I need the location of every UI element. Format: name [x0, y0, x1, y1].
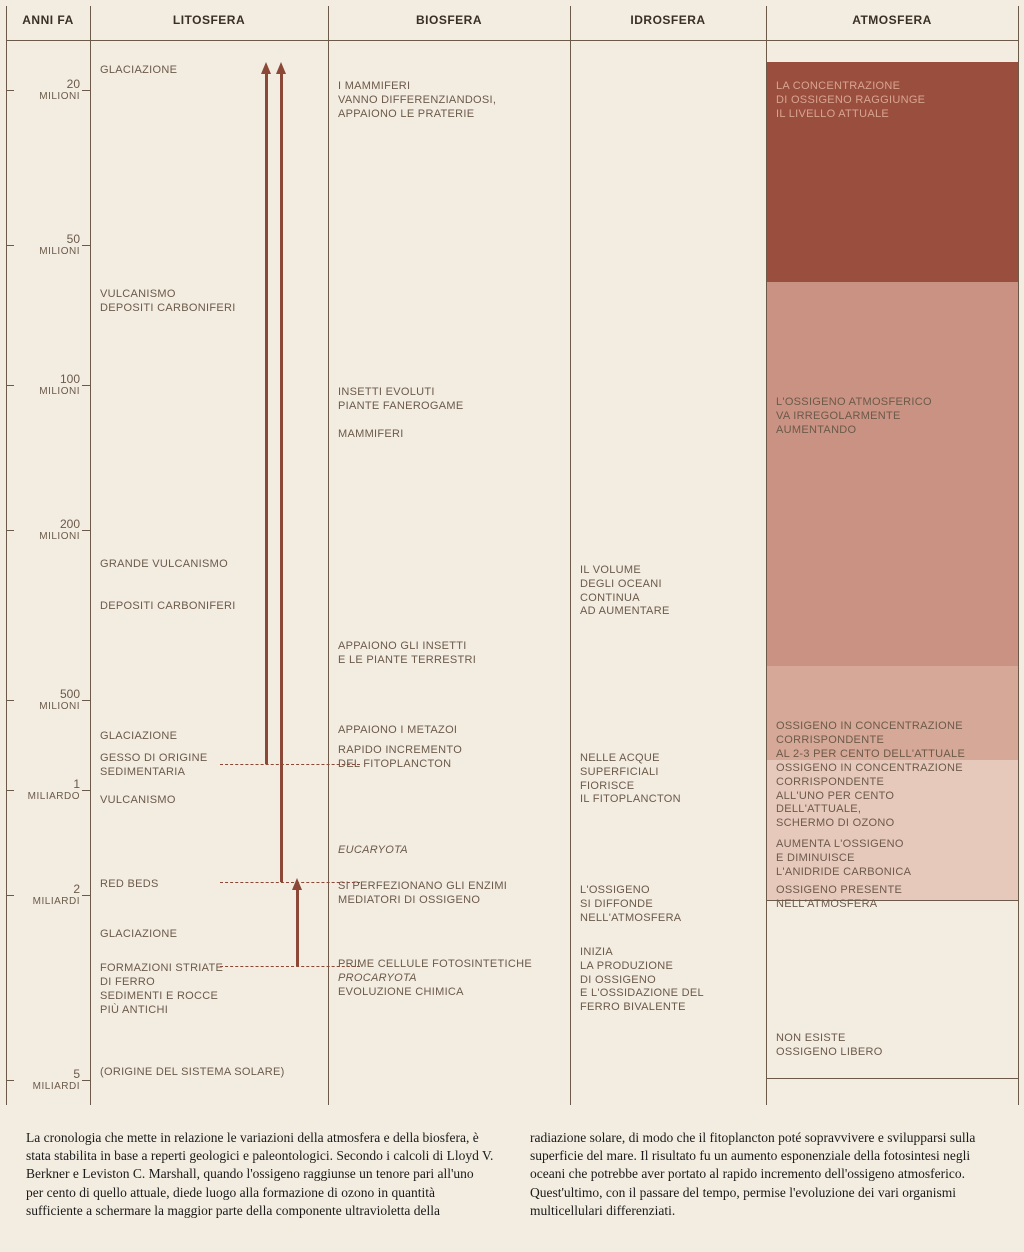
atmosfera-event: AUMENTA L'OSSIGENOE DIMINUISCEL'ANIDRIDE… [776, 838, 911, 879]
time-tick: 50MILIONI [10, 233, 80, 257]
atmosfera-event: OSSIGENO IN CONCENTRAZIONECORRISPONDENTE… [776, 762, 963, 831]
column-header: ANNI FA [6, 0, 90, 40]
biosfera-event: MAMMIFERI [338, 428, 404, 442]
time-tick: 500MILIONI [10, 688, 80, 712]
atmosfera-event: LA CONCENTRAZIONEDI OSSIGENO RAGGIUNGEIL… [776, 80, 925, 121]
litosfera-event: VULCANISMODEPOSITI CARBONIFERI [100, 288, 236, 316]
biosfera-event: I MAMMIFERIVANNO DIFFERENZIANDOSI,APPAIO… [338, 80, 496, 121]
atmosfera-event: NON ESISTEOSSIGENO LIBERO [776, 1032, 883, 1060]
litosfera-event: GESSO DI ORIGINESEDIMENTARIA [100, 752, 207, 780]
litosfera-event: RED BEDS [100, 878, 159, 892]
idrosfera-event: L'OSSIGENOSI DIFFONDENELL'ATMOSFERA [580, 884, 681, 925]
timeline-chart: ANNI FALITOSFERABIOSFERAIDROSFERAATMOSFE… [0, 0, 1024, 1115]
time-tick: 1MILIARDO [10, 778, 80, 802]
biosfera-event: APPAIONO I METAZOI [338, 724, 457, 738]
time-tick: 20MILIONI [10, 78, 80, 102]
litosfera-event: FORMAZIONI STRIATEDI FERRO [100, 962, 223, 990]
time-tick: 100MILIONI [10, 373, 80, 397]
litosfera-event: GLACIAZIONE [100, 64, 177, 78]
litosfera-event: VULCANISMO [100, 794, 176, 808]
idrosfera-event: INIZIALA PRODUZIONEDI OSSIGENOE L'OSSIDA… [580, 946, 704, 1015]
idrosfera-event: NELLE ACQUESUPERFICIALIFIORISCEIL FITOPL… [580, 752, 681, 807]
biosfera-event: RAPIDO INCREMENTODEL FITOPLANCTON [338, 744, 462, 772]
time-tick: 200MILIONI [10, 518, 80, 542]
column-header: ATMOSFERA [766, 0, 1018, 40]
biosfera-event: SI PERFEZIONANO GLI ENZIMIMEDIATORI DI O… [338, 880, 507, 908]
column-header: BIOSFERA [328, 0, 570, 40]
atmosfera-event: OSSIGENO IN CONCENTRAZIONECORRISPONDENTE… [776, 720, 965, 761]
litosfera-event: SEDIMENTI E ROCCEPIÙ ANTICHI [100, 990, 218, 1018]
litosfera-event: GRANDE VULCANISMO [100, 558, 228, 572]
biosfera-event: INSETTI EVOLUTIPIANTE FANEROGAME [338, 386, 464, 414]
biosfera-event: EVOLUZIONE CHIMICA [338, 986, 464, 1000]
atmosfera-event: L'OSSIGENO ATMOSFERICOVA IRREGOLARMENTEA… [776, 396, 932, 437]
biosfera-event: PROCARYOTA [338, 972, 417, 986]
litosfera-event: (ORIGINE DEL SISTEMA SOLARE) [100, 1066, 285, 1080]
time-tick: 2MILIARDI [10, 883, 80, 907]
column-header: IDROSFERA [570, 0, 766, 40]
time-tick: 5MILIARDI [10, 1068, 80, 1092]
litosfera-event: GLACIAZIONE [100, 730, 177, 744]
litosfera-event: DEPOSITI CARBONIFERI [100, 600, 236, 614]
biosfera-event: APPAIONO GLI INSETTIE LE PIANTE TERRESTR… [338, 640, 476, 668]
atmosphere-band [767, 282, 1018, 666]
biosfera-event: EUCARYOTA [338, 844, 408, 858]
idrosfera-event: IL VOLUMEDEGLI OCEANICONTINUAAD AUMENTAR… [580, 564, 670, 619]
column-header: LITOSFERA [90, 0, 328, 40]
caption-text: La cronologia che mette in relazione le … [0, 1115, 1024, 1244]
atmosfera-event: OSSIGENO PRESENTENELL'ATMOSFERA [776, 884, 902, 912]
litosfera-event: GLACIAZIONE [100, 928, 177, 942]
biosfera-event: PRIME CELLULE FOTOSINTETICHE [338, 958, 532, 972]
